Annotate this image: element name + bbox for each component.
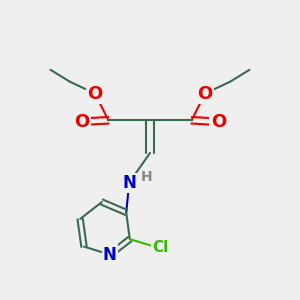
Text: Cl: Cl (152, 240, 169, 255)
Text: O: O (197, 85, 213, 103)
Text: N: N (103, 246, 117, 264)
Text: H: H (141, 170, 153, 184)
Text: O: O (74, 113, 89, 131)
Text: O: O (87, 85, 103, 103)
Text: O: O (211, 113, 226, 131)
Text: N: N (122, 174, 136, 192)
